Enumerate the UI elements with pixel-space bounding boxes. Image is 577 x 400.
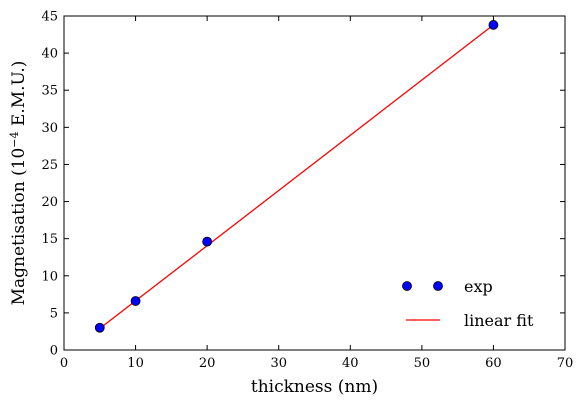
x-tick-label: 10 xyxy=(127,356,144,371)
x-tick-label: 50 xyxy=(414,356,431,371)
legend: exp linear fit xyxy=(402,277,534,330)
linear-fit-line xyxy=(99,24,494,329)
y-axis-label: Magnetisation (10−4 E.M.U.) xyxy=(8,61,30,306)
y-tick-label: 15 xyxy=(41,232,58,247)
y-tick-label: 40 xyxy=(41,47,58,62)
legend-marker-exp-1 xyxy=(402,281,412,291)
y-tick-label: 0 xyxy=(50,344,58,359)
x-tick-label: 40 xyxy=(342,356,359,371)
y-tick-label: 30 xyxy=(41,121,58,136)
x-tick-label: 30 xyxy=(270,356,287,371)
legend-label-linear-fit: linear fit xyxy=(464,311,534,330)
y-tick-label: 35 xyxy=(41,84,58,99)
data-point-exp xyxy=(488,20,499,30)
y-tick-label: 25 xyxy=(41,158,58,173)
x-axis-label: thickness (nm) xyxy=(251,377,378,397)
ticks: 0 10 20 30 40 50 60 70 0 5 10 15 20 25 30 35 40 45 xyxy=(41,10,573,372)
axes-frame xyxy=(63,15,566,351)
x-tick-label: 70 xyxy=(557,356,574,371)
x-tick-label: 60 xyxy=(485,356,502,371)
data-point-exp xyxy=(94,322,105,333)
legend-label-exp: exp xyxy=(464,277,493,296)
legend-marker-exp-2 xyxy=(433,281,443,291)
data-point-exp xyxy=(130,296,141,306)
y-tick-label: 45 xyxy=(41,10,58,25)
y-tick-label: 20 xyxy=(41,195,58,210)
y-tick-label: 10 xyxy=(41,269,58,284)
data-point-exp xyxy=(202,236,213,247)
x-tick-label: 20 xyxy=(199,356,216,371)
y-tick-label: 5 xyxy=(50,306,58,321)
x-tick-label: 0 xyxy=(60,356,68,371)
